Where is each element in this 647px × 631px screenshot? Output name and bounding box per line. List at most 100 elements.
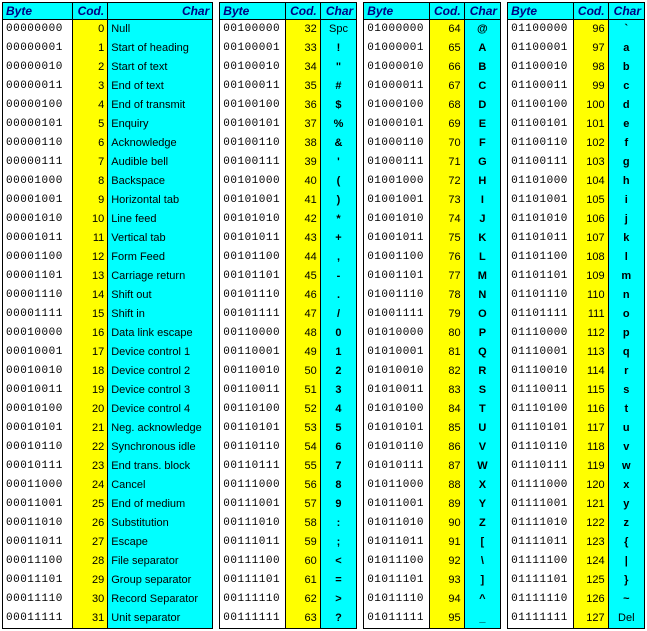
code-cell: 75 xyxy=(430,229,464,248)
table-row: 000001004End of transmit xyxy=(3,96,213,115)
char-cell: P xyxy=(464,324,500,343)
table-row: 00110011513 xyxy=(220,381,357,400)
table-row: 0110000096` xyxy=(508,20,645,40)
byte-cell: 00101011 xyxy=(220,229,286,248)
char-cell: ^ xyxy=(464,590,500,609)
code-cell: 107 xyxy=(574,229,608,248)
char-cell: n xyxy=(608,286,644,305)
char-cell: ? xyxy=(320,609,356,629)
byte-cell: 01111000 xyxy=(508,476,574,495)
byte-cell: 01000110 xyxy=(364,134,430,153)
char-cell: U xyxy=(464,419,500,438)
table-row: 01111101125} xyxy=(508,571,645,590)
code-cell: 74 xyxy=(430,210,464,229)
code-cell: 11 xyxy=(72,229,108,248)
code-cell: 126 xyxy=(574,590,608,609)
table-row: 0100001066B xyxy=(364,58,501,77)
byte-cell: 01101100 xyxy=(508,248,574,267)
char-cell: x xyxy=(608,476,644,495)
char-cell: Start of text xyxy=(108,58,213,77)
code-cell: 103 xyxy=(574,153,608,172)
ascii-table-t2: ByteCod.Char0100000064@0100000165A010000… xyxy=(363,2,501,629)
char-cell: o xyxy=(608,305,644,324)
table-row: 0110001199c xyxy=(508,77,645,96)
code-cell: 37 xyxy=(286,115,320,134)
header-byte: Byte xyxy=(3,3,73,20)
table-row: 01101001105i xyxy=(508,191,645,210)
byte-cell: 01001011 xyxy=(364,229,430,248)
table-row: 0011101159; xyxy=(220,533,357,552)
byte-cell: 00000000 xyxy=(3,20,73,40)
code-cell: 64 xyxy=(430,20,464,40)
code-cell: 9 xyxy=(72,191,108,210)
char-cell: $ xyxy=(320,96,356,115)
char-cell: End of medium xyxy=(108,495,213,514)
byte-cell: 00000010 xyxy=(3,58,73,77)
code-cell: 31 xyxy=(72,609,108,629)
char-cell: y xyxy=(608,495,644,514)
table-row: 01101101109m xyxy=(508,267,645,286)
byte-cell: 01100001 xyxy=(508,39,574,58)
byte-cell: 01101000 xyxy=(508,172,574,191)
table-row: 0100100072H xyxy=(364,172,501,191)
code-cell: 94 xyxy=(430,590,464,609)
code-cell: 26 xyxy=(72,514,108,533)
byte-cell: 00100111 xyxy=(220,153,286,172)
code-cell: 56 xyxy=(286,476,320,495)
code-cell: 116 xyxy=(574,400,608,419)
byte-cell: 00000011 xyxy=(3,77,73,96)
char-cell: Y xyxy=(464,495,500,514)
code-cell: 27 xyxy=(72,533,108,552)
table-row: 000000102Start of text xyxy=(3,58,213,77)
char-cell: 1 xyxy=(320,343,356,362)
table-row: 01110101117u xyxy=(508,419,645,438)
char-cell: O xyxy=(464,305,500,324)
code-cell: 15 xyxy=(72,305,108,324)
byte-cell: 00001010 xyxy=(3,210,73,229)
table-row: 0100000064@ xyxy=(364,20,501,40)
code-cell: 76 xyxy=(430,248,464,267)
table-row: 0101101191[ xyxy=(364,533,501,552)
byte-cell: 00110001 xyxy=(220,343,286,362)
byte-cell: 00111110 xyxy=(220,590,286,609)
byte-cell: 00011100 xyxy=(3,552,73,571)
char-cell: Unit separator xyxy=(108,609,213,629)
byte-cell: 00001110 xyxy=(3,286,73,305)
byte-cell: 00111101 xyxy=(220,571,286,590)
table-row: 01111001121y xyxy=(508,495,645,514)
byte-cell: 00011111 xyxy=(3,609,73,629)
char-cell: Line feed xyxy=(108,210,213,229)
table-row: 0100101074J xyxy=(364,210,501,229)
table-row: 000010019Horizontal tab xyxy=(3,191,213,210)
byte-cell: 00010100 xyxy=(3,400,73,419)
byte-cell: 00010010 xyxy=(3,362,73,381)
code-cell: 111 xyxy=(574,305,608,324)
code-cell: 14 xyxy=(72,286,108,305)
code-cell: 70 xyxy=(430,134,464,153)
code-cell: 86 xyxy=(430,438,464,457)
char-cell: ~ xyxy=(608,590,644,609)
char-cell: Synchronous idle xyxy=(108,438,213,457)
table-row: 0010110044, xyxy=(220,248,357,267)
byte-cell: 01000011 xyxy=(364,77,430,96)
code-cell: 113 xyxy=(574,343,608,362)
code-cell: 40 xyxy=(286,172,320,191)
table-row: 0101100088X xyxy=(364,476,501,495)
code-cell: 68 xyxy=(430,96,464,115)
code-cell: 3 xyxy=(72,77,108,96)
byte-cell: 00111000 xyxy=(220,476,286,495)
byte-cell: 00011110 xyxy=(3,590,73,609)
code-cell: 45 xyxy=(286,267,320,286)
byte-cell: 00000110 xyxy=(3,134,73,153)
table-row: 0110001098b xyxy=(508,58,645,77)
table-row: 01111011123{ xyxy=(508,533,645,552)
char-cell: Neg. acknowledge xyxy=(108,419,213,438)
code-cell: 8 xyxy=(72,172,108,191)
code-cell: 53 xyxy=(286,419,320,438)
code-cell: 19 xyxy=(72,381,108,400)
code-cell: 124 xyxy=(574,552,608,571)
code-cell: 85 xyxy=(430,419,464,438)
table-row: 0010011139' xyxy=(220,153,357,172)
table-row: 0010000032Spc xyxy=(220,20,357,40)
code-cell: 114 xyxy=(574,362,608,381)
